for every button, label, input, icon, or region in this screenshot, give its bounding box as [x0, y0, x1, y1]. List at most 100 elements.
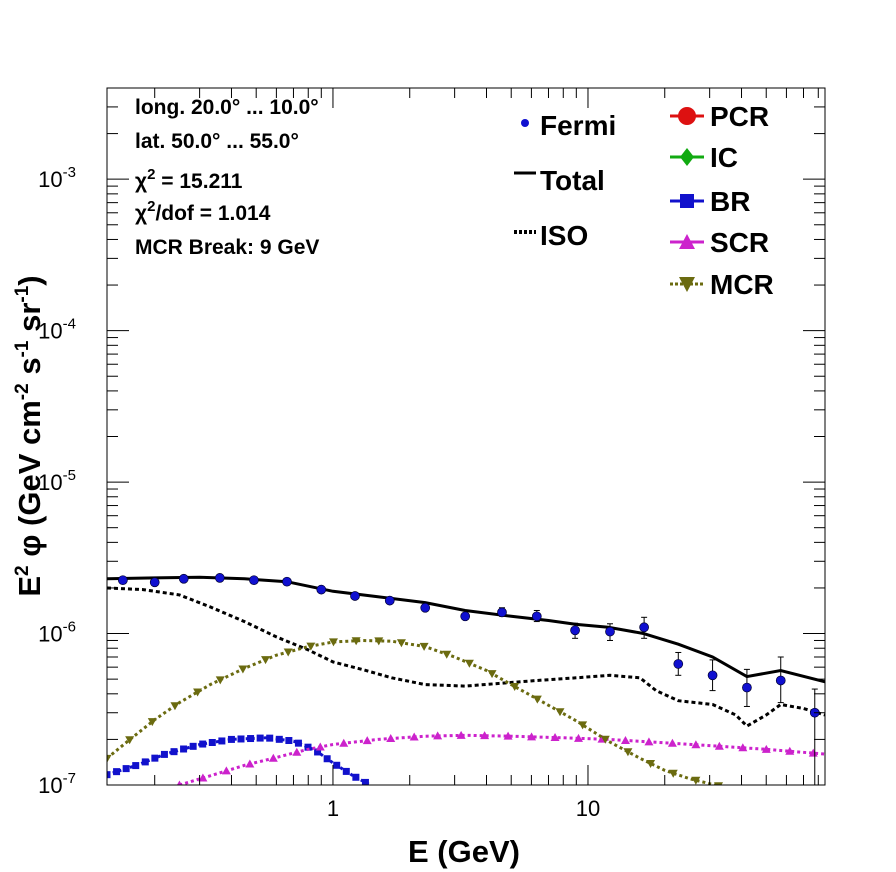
series-marker	[328, 638, 338, 647]
series-marker	[623, 748, 633, 757]
series-marker	[189, 742, 197, 750]
series-marker	[691, 776, 701, 785]
fermi-point	[214, 573, 225, 583]
series-marker	[333, 761, 341, 769]
series-marker	[208, 738, 216, 746]
series-marker	[141, 758, 149, 766]
y-tick-label: 10-6	[38, 619, 76, 647]
series-marker	[409, 732, 419, 741]
series-marker	[352, 773, 360, 781]
series-marker	[714, 741, 724, 750]
series-marker	[238, 665, 248, 674]
series-iso	[107, 586, 825, 728]
fermi-point	[316, 584, 327, 595]
series-marker	[306, 642, 316, 651]
series-marker	[480, 731, 490, 740]
series-marker	[396, 639, 406, 648]
series-marker	[107, 771, 111, 779]
series-marker	[151, 754, 159, 762]
series-marker	[170, 702, 180, 711]
fermi-point	[605, 626, 615, 637]
fermi-point	[117, 575, 128, 586]
series-marker	[738, 743, 748, 752]
series-marker	[198, 773, 208, 782]
y-tick-label: 10-3	[38, 164, 76, 192]
legend-item-fermi: Fermi	[521, 110, 616, 141]
series-marker	[256, 734, 264, 742]
series-marker	[261, 656, 271, 665]
legend-label: MCR	[710, 269, 774, 300]
fermi-point	[673, 659, 684, 669]
series-marker	[555, 708, 565, 717]
series-marker	[680, 194, 694, 208]
series-marker	[199, 740, 207, 748]
series-marker	[550, 733, 560, 742]
series-marker	[600, 735, 610, 744]
fermi-point	[570, 625, 580, 636]
series-marker	[339, 738, 349, 747]
series-marker	[314, 748, 322, 756]
series-marker	[122, 765, 130, 773]
fermi-point	[282, 576, 292, 587]
series-marker	[147, 718, 157, 727]
series-marker	[433, 731, 443, 740]
legend-label: PCR	[710, 101, 769, 132]
series-scr	[176, 730, 825, 785]
fermi-point	[460, 611, 471, 622]
series-marker	[527, 732, 537, 741]
series-marker	[503, 731, 513, 740]
info-line: long. 20.0° ... 10.0°	[135, 96, 319, 119]
series-marker	[578, 721, 588, 730]
info-line: MCR Break: 9 GeV	[135, 236, 319, 259]
series-marker	[292, 747, 302, 756]
series-marker	[132, 762, 140, 770]
x-tick-label: 10	[576, 796, 600, 821]
y-tick-label: 10-4	[38, 316, 76, 344]
series-marker	[574, 733, 584, 742]
x-tick-label: 1	[327, 796, 339, 821]
legend-item-total: Total	[514, 165, 605, 196]
series-marker	[456, 730, 466, 739]
series-marker	[510, 683, 520, 692]
fit-info-box: long. 20.0° ... 10.0° lat. 50.0° ... 55.0…	[135, 96, 319, 259]
series-marker	[644, 737, 654, 746]
series-marker	[691, 740, 701, 749]
fermi-point	[707, 670, 718, 681]
series-marker	[646, 759, 656, 768]
legend-label: ISO	[540, 220, 588, 251]
series-line	[107, 638, 722, 785]
series-total	[107, 575, 825, 684]
series-marker	[342, 767, 350, 775]
series-marker	[107, 754, 112, 763]
fermi-point	[639, 622, 649, 633]
legend-item-iso: ISO	[514, 220, 588, 251]
series-marker	[221, 766, 231, 775]
series-marker	[247, 735, 255, 743]
legend-item-ic: IC	[670, 142, 738, 173]
y-tick-label: 10-7	[38, 770, 76, 798]
series-marker	[362, 736, 372, 745]
series-marker	[374, 637, 384, 646]
fermi-point	[249, 575, 259, 586]
fermi-point	[742, 682, 752, 693]
series-marker	[125, 736, 135, 745]
series-marker	[361, 778, 369, 785]
series-marker	[487, 670, 497, 679]
legend-label: IC	[710, 142, 738, 173]
series-marker	[667, 738, 677, 747]
fermi-point	[531, 611, 542, 622]
series-marker	[785, 746, 795, 755]
fermi-point	[384, 595, 395, 606]
series-line	[107, 586, 825, 728]
fermi-point	[775, 675, 786, 686]
series-marker	[668, 769, 678, 778]
series-marker	[294, 739, 302, 747]
series-br	[107, 734, 371, 785]
fermi-point	[420, 602, 431, 613]
legend-item-scr: SCR	[670, 227, 769, 258]
series-marker	[283, 648, 293, 657]
series-marker	[442, 650, 452, 659]
series-marker	[761, 744, 771, 753]
legend-label: Fermi	[540, 110, 616, 141]
